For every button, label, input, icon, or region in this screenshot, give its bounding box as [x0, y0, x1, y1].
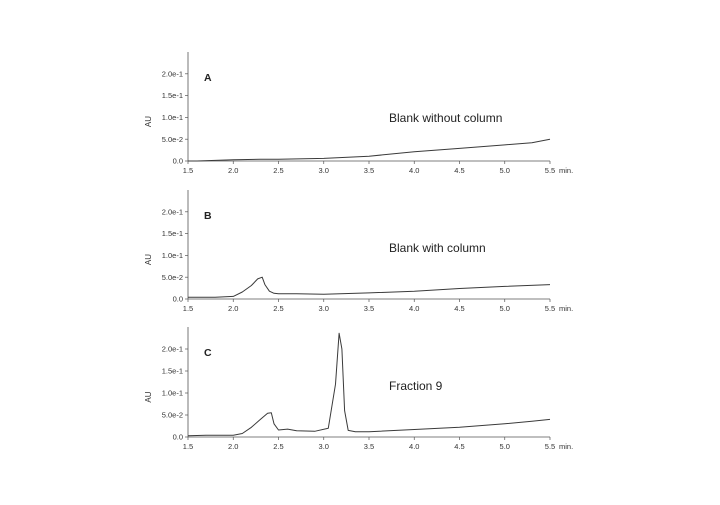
panel-c-x-tick-label: 4.5: [454, 442, 464, 451]
panel-c-x-tick-label: 5.5: [545, 442, 555, 451]
panel-b-y-tick-label: 0.0: [173, 295, 183, 304]
panel-b-x-tick-label: 2.0: [228, 304, 238, 313]
panel-c-x-tick-label: 2.5: [273, 442, 283, 451]
panel-a-x-unit-label: min.: [559, 166, 573, 175]
panel-c-y-axis-label: AU: [144, 391, 153, 402]
panel-a-y-tick-label: 1.0e-1: [162, 113, 183, 122]
panel-a-x-tick-label: 4.5: [454, 166, 464, 175]
panel-c-y-tick-label: 0.0: [173, 433, 183, 442]
panel-b-y-tick-label: 2.0e-1: [162, 207, 183, 216]
panel-b-trace-0: [188, 276, 551, 298]
panel-b-x-tick-label: 3.5: [364, 304, 374, 313]
panel-b-y-tick-label: 1.0e-1: [162, 251, 183, 260]
panel-b-x-tick-label: 5.0: [500, 304, 510, 313]
panel-a-y-tick-label: 0.0: [173, 157, 183, 166]
panel-a-y-tick-label: 1.5e-1: [162, 91, 183, 100]
panel-b-y-tick-label: 5.0e-2: [162, 273, 183, 282]
panel-c-x-tick-label: 5.0: [500, 442, 510, 451]
panel-b-y-axis-label: AU: [144, 254, 153, 265]
panel-c-annotation: Fraction 9: [389, 379, 443, 393]
panel-a-letter: A: [204, 72, 212, 84]
panel-a-y-tick-label: 5.0e-2: [162, 135, 183, 144]
panel-a-x-tick-label: 1.5: [183, 166, 193, 175]
panel-b-x-tick-label: 5.5: [545, 304, 555, 313]
panel-b-x-tick-label: 1.5: [183, 304, 193, 313]
panel-c-y-tick-label: 1.5e-1: [162, 367, 183, 376]
panel-b-x-tick-label: 3.0: [319, 304, 329, 313]
panel-a-x-tick-label: 2.5: [273, 166, 283, 175]
panel-c-letter: C: [204, 347, 212, 359]
panel-b-x-tick-label: 4.5: [454, 304, 464, 313]
panel-b-x-tick-label: 2.5: [273, 304, 283, 313]
panel-b-letter: B: [204, 210, 212, 222]
panel-a-x-tick-label: 5.0: [500, 166, 510, 175]
panel-a-annotation: Blank without column: [389, 111, 502, 125]
panel-c-x-tick-label: 2.0: [228, 442, 238, 451]
panel-c-x-tick-label: 3.5: [364, 442, 374, 451]
panel-a-x-tick-label: 5.5: [545, 166, 555, 175]
panel-a-x-tick-label: 4.0: [409, 166, 419, 175]
panel-c-x-tick-label: 4.0: [409, 442, 419, 451]
panel-c-x-unit-label: min.: [559, 442, 573, 451]
panel-a-x-tick-label: 3.5: [364, 166, 374, 175]
panel-b-x-tick-label: 4.0: [409, 304, 419, 313]
panel-c-x-tick-label: 3.0: [319, 442, 329, 451]
panel-a-x-tick-label: 2.0: [228, 166, 238, 175]
panel-b-annotation: Blank with column: [389, 241, 486, 255]
panel-a-x-tick-label: 3.0: [319, 166, 329, 175]
panel-b-y-tick-label: 1.5e-1: [162, 229, 183, 238]
panel-a-y-tick-label: 2.0e-1: [162, 69, 183, 78]
panel-c-y-tick-label: 5.0e-2: [162, 411, 183, 420]
panel-c-trace-0: [187, 332, 551, 437]
panel-a-trace-0: [188, 138, 551, 162]
panel-c-y-tick-label: 1.0e-1: [162, 389, 183, 398]
panel-a-y-axis-label: AU: [144, 116, 153, 127]
panel-b-x-unit-label: min.: [559, 304, 573, 313]
panel-c-x-tick-label: 1.5: [183, 442, 193, 451]
panel-c-y-tick-label: 2.0e-1: [162, 345, 183, 354]
